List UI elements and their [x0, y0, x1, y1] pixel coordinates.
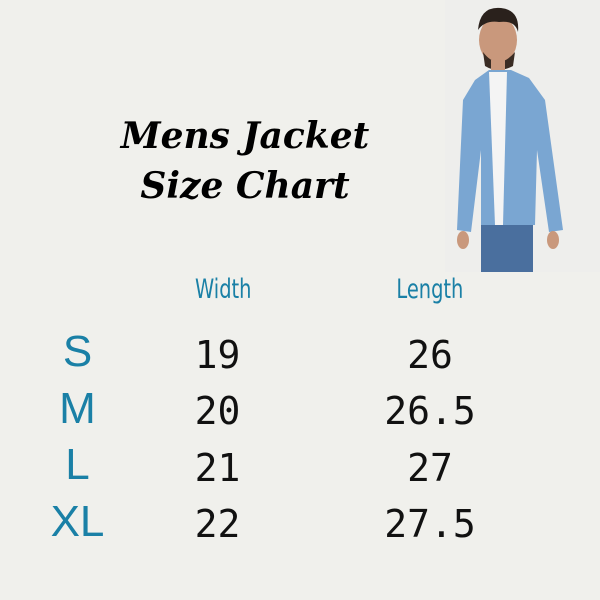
length-value: 27.5	[384, 502, 476, 546]
column-header-length: Length	[396, 274, 464, 305]
width-value: 20	[194, 389, 241, 433]
size-label: XL	[50, 497, 105, 546]
model-photo	[445, 0, 600, 272]
width-value: 22	[194, 502, 241, 546]
size-label: L	[65, 440, 90, 489]
column-header-width: Width	[195, 274, 252, 305]
length-value: 26	[407, 333, 453, 377]
width-value: 19	[194, 333, 241, 377]
title-line-1: Mens Jacket	[120, 115, 370, 157]
size-label: S	[62, 327, 93, 376]
width-value: 21	[194, 446, 241, 490]
size-label: M	[59, 384, 96, 433]
length-value: 26.5	[384, 389, 476, 433]
title-line-2: Size Chart	[140, 165, 350, 207]
length-value: 27	[407, 446, 453, 490]
